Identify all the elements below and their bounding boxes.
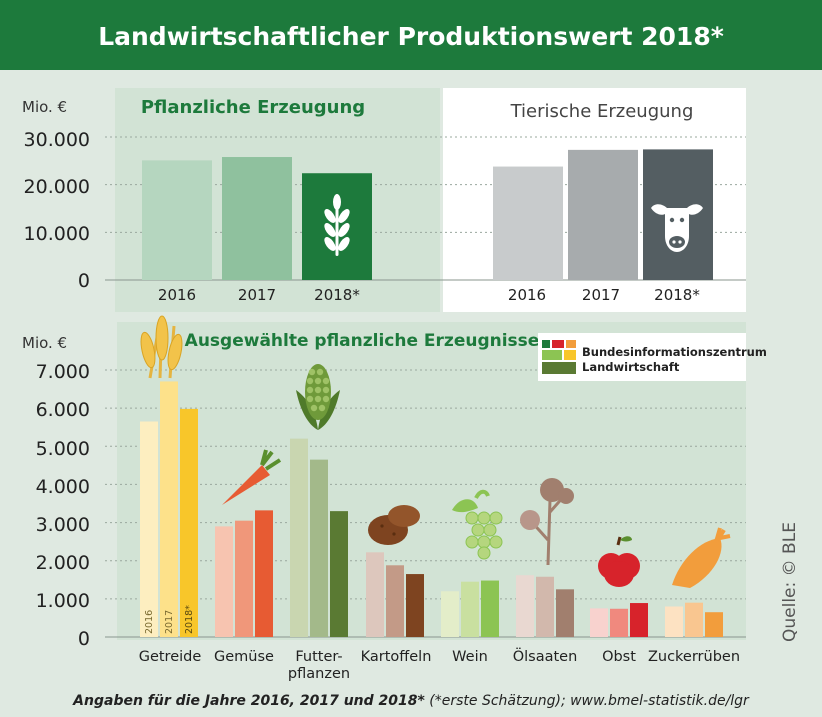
rapeseed-icon xyxy=(520,478,574,566)
b-y-tick-0: 0 xyxy=(78,628,90,650)
cat-oelsaaten: Ölsaaten xyxy=(513,647,578,665)
top-unit-label: Mio. € xyxy=(22,98,67,116)
bar-getreide-2016 xyxy=(140,421,158,637)
products-chart-title: Ausgewählte pflanzliche Erzeugnisse xyxy=(185,331,540,351)
bar-kartoffeln-2016 xyxy=(366,552,384,637)
bar-kartoffeln-2018 xyxy=(406,574,424,637)
cat-gemuese: Gemüse xyxy=(214,649,274,665)
bottom-gridlines xyxy=(105,369,746,638)
logo-line-2: Landwirtschaft xyxy=(582,360,680,374)
plant-label-2018: 2018* xyxy=(314,286,360,304)
bar-getreide-2018 xyxy=(180,408,198,637)
bar-gemüse-2018 xyxy=(255,510,273,637)
logo-line-1: Bundesinformationszentrum xyxy=(582,345,767,359)
potato-icon xyxy=(368,505,420,545)
bar-obst-2017 xyxy=(610,608,628,637)
animal-chart-title: Tierische Erzeugung xyxy=(510,101,694,122)
bar-obst-2016 xyxy=(590,608,608,637)
bar-ölsaaten-2017 xyxy=(536,576,554,637)
plant-label-2017: 2017 xyxy=(238,286,276,304)
cat-obst: Obst xyxy=(602,649,636,665)
year-label-2017: 2017 xyxy=(164,610,175,634)
y-tick-0: 0 xyxy=(78,270,90,292)
bar-kartoffeln-2017 xyxy=(386,565,404,637)
bar-futterpflanzen-2018 xyxy=(330,511,348,637)
footnote-bold: Angaben für die Jahre 2016, 2017 und 201… xyxy=(72,693,425,709)
bar-ölsaaten-2016 xyxy=(516,575,534,637)
footnote-rest: (*erste Schätzung); www.bmel-statistik.d… xyxy=(425,693,750,709)
apple-icon xyxy=(598,536,640,587)
ble-logo: Bundesinformationszentrum Landwirtschaft xyxy=(538,333,767,381)
plant-bar-2017 xyxy=(222,157,292,280)
plant-label-2016: 2016 xyxy=(158,286,196,304)
bar-gemüse-2016 xyxy=(215,526,233,637)
bar-zuckerrüben-2016 xyxy=(665,606,683,637)
b-y-tick-5000: 5.000 xyxy=(36,438,90,460)
wheat-ear-icon xyxy=(140,315,183,379)
bar-wein-2016 xyxy=(441,591,459,637)
cat-wein: Wein xyxy=(452,649,488,665)
bar-zuckerrüben-2017 xyxy=(685,602,703,637)
bar-wein-2018 xyxy=(481,580,499,637)
b-y-tick-7000: 7.000 xyxy=(36,361,90,383)
footnote: Angaben für die Jahre 2016, 2017 und 201… xyxy=(72,693,750,709)
bar-futterpflanzen-2016 xyxy=(290,438,308,637)
carrot-icon xyxy=(222,449,282,505)
page-title: Landwirtschaftlicher Produktionswert 201… xyxy=(98,22,724,51)
y-tick-30000: 30.000 xyxy=(24,129,90,151)
cat-getreide: Getreide xyxy=(139,649,202,665)
bar-obst-2018 xyxy=(630,603,648,637)
header-bar xyxy=(0,0,822,70)
b-y-tick-1000: 1.000 xyxy=(36,590,90,612)
y-tick-20000: 20.000 xyxy=(24,176,90,198)
product-bars xyxy=(140,381,723,637)
grape-icon xyxy=(452,489,503,560)
y-tick-10000: 10.000 xyxy=(24,223,90,245)
bar-getreide-2017 xyxy=(160,381,178,637)
sugar-beet-icon xyxy=(672,527,731,588)
plant-chart-title: Pflanzliche Erzeugung xyxy=(141,97,365,118)
year-label-2018: 2018* xyxy=(184,605,195,634)
animal-bar-2016 xyxy=(493,166,563,280)
cat-futterpflanzen-2: pflanzen xyxy=(288,666,350,682)
bar-wein-2017 xyxy=(461,581,479,637)
b-y-tick-4000: 4.000 xyxy=(36,476,90,498)
animal-label-2016: 2016 xyxy=(508,286,546,304)
bar-futterpflanzen-2017 xyxy=(310,459,328,637)
bottom-unit-label: Mio. € xyxy=(22,334,67,352)
cat-zuckerrueben: Zuckerrüben xyxy=(648,649,740,665)
top-bars xyxy=(142,149,713,280)
wheat-icon xyxy=(324,194,350,256)
bar-gemüse-2017 xyxy=(235,520,253,637)
b-y-tick-3000: 3.000 xyxy=(36,514,90,536)
b-y-tick-2000: 2.000 xyxy=(36,552,90,574)
cat-futterpflanzen-1: Futter- xyxy=(295,649,342,665)
bar-ölsaaten-2018 xyxy=(556,589,574,637)
b-y-tick-6000: 6.000 xyxy=(36,399,90,421)
source-label: Quelle: © BLE xyxy=(780,522,800,642)
corn-icon xyxy=(296,364,340,430)
cow-icon xyxy=(651,204,703,252)
animal-bar-2017 xyxy=(568,149,638,280)
plant-bar-2016 xyxy=(142,160,212,280)
year-label-2016: 2016 xyxy=(144,610,155,634)
animal-label-2018: 2018* xyxy=(654,286,700,304)
cat-kartoffeln: Kartoffeln xyxy=(361,649,432,665)
animal-label-2017: 2017 xyxy=(582,286,620,304)
bar-zuckerrüben-2018 xyxy=(705,612,723,637)
